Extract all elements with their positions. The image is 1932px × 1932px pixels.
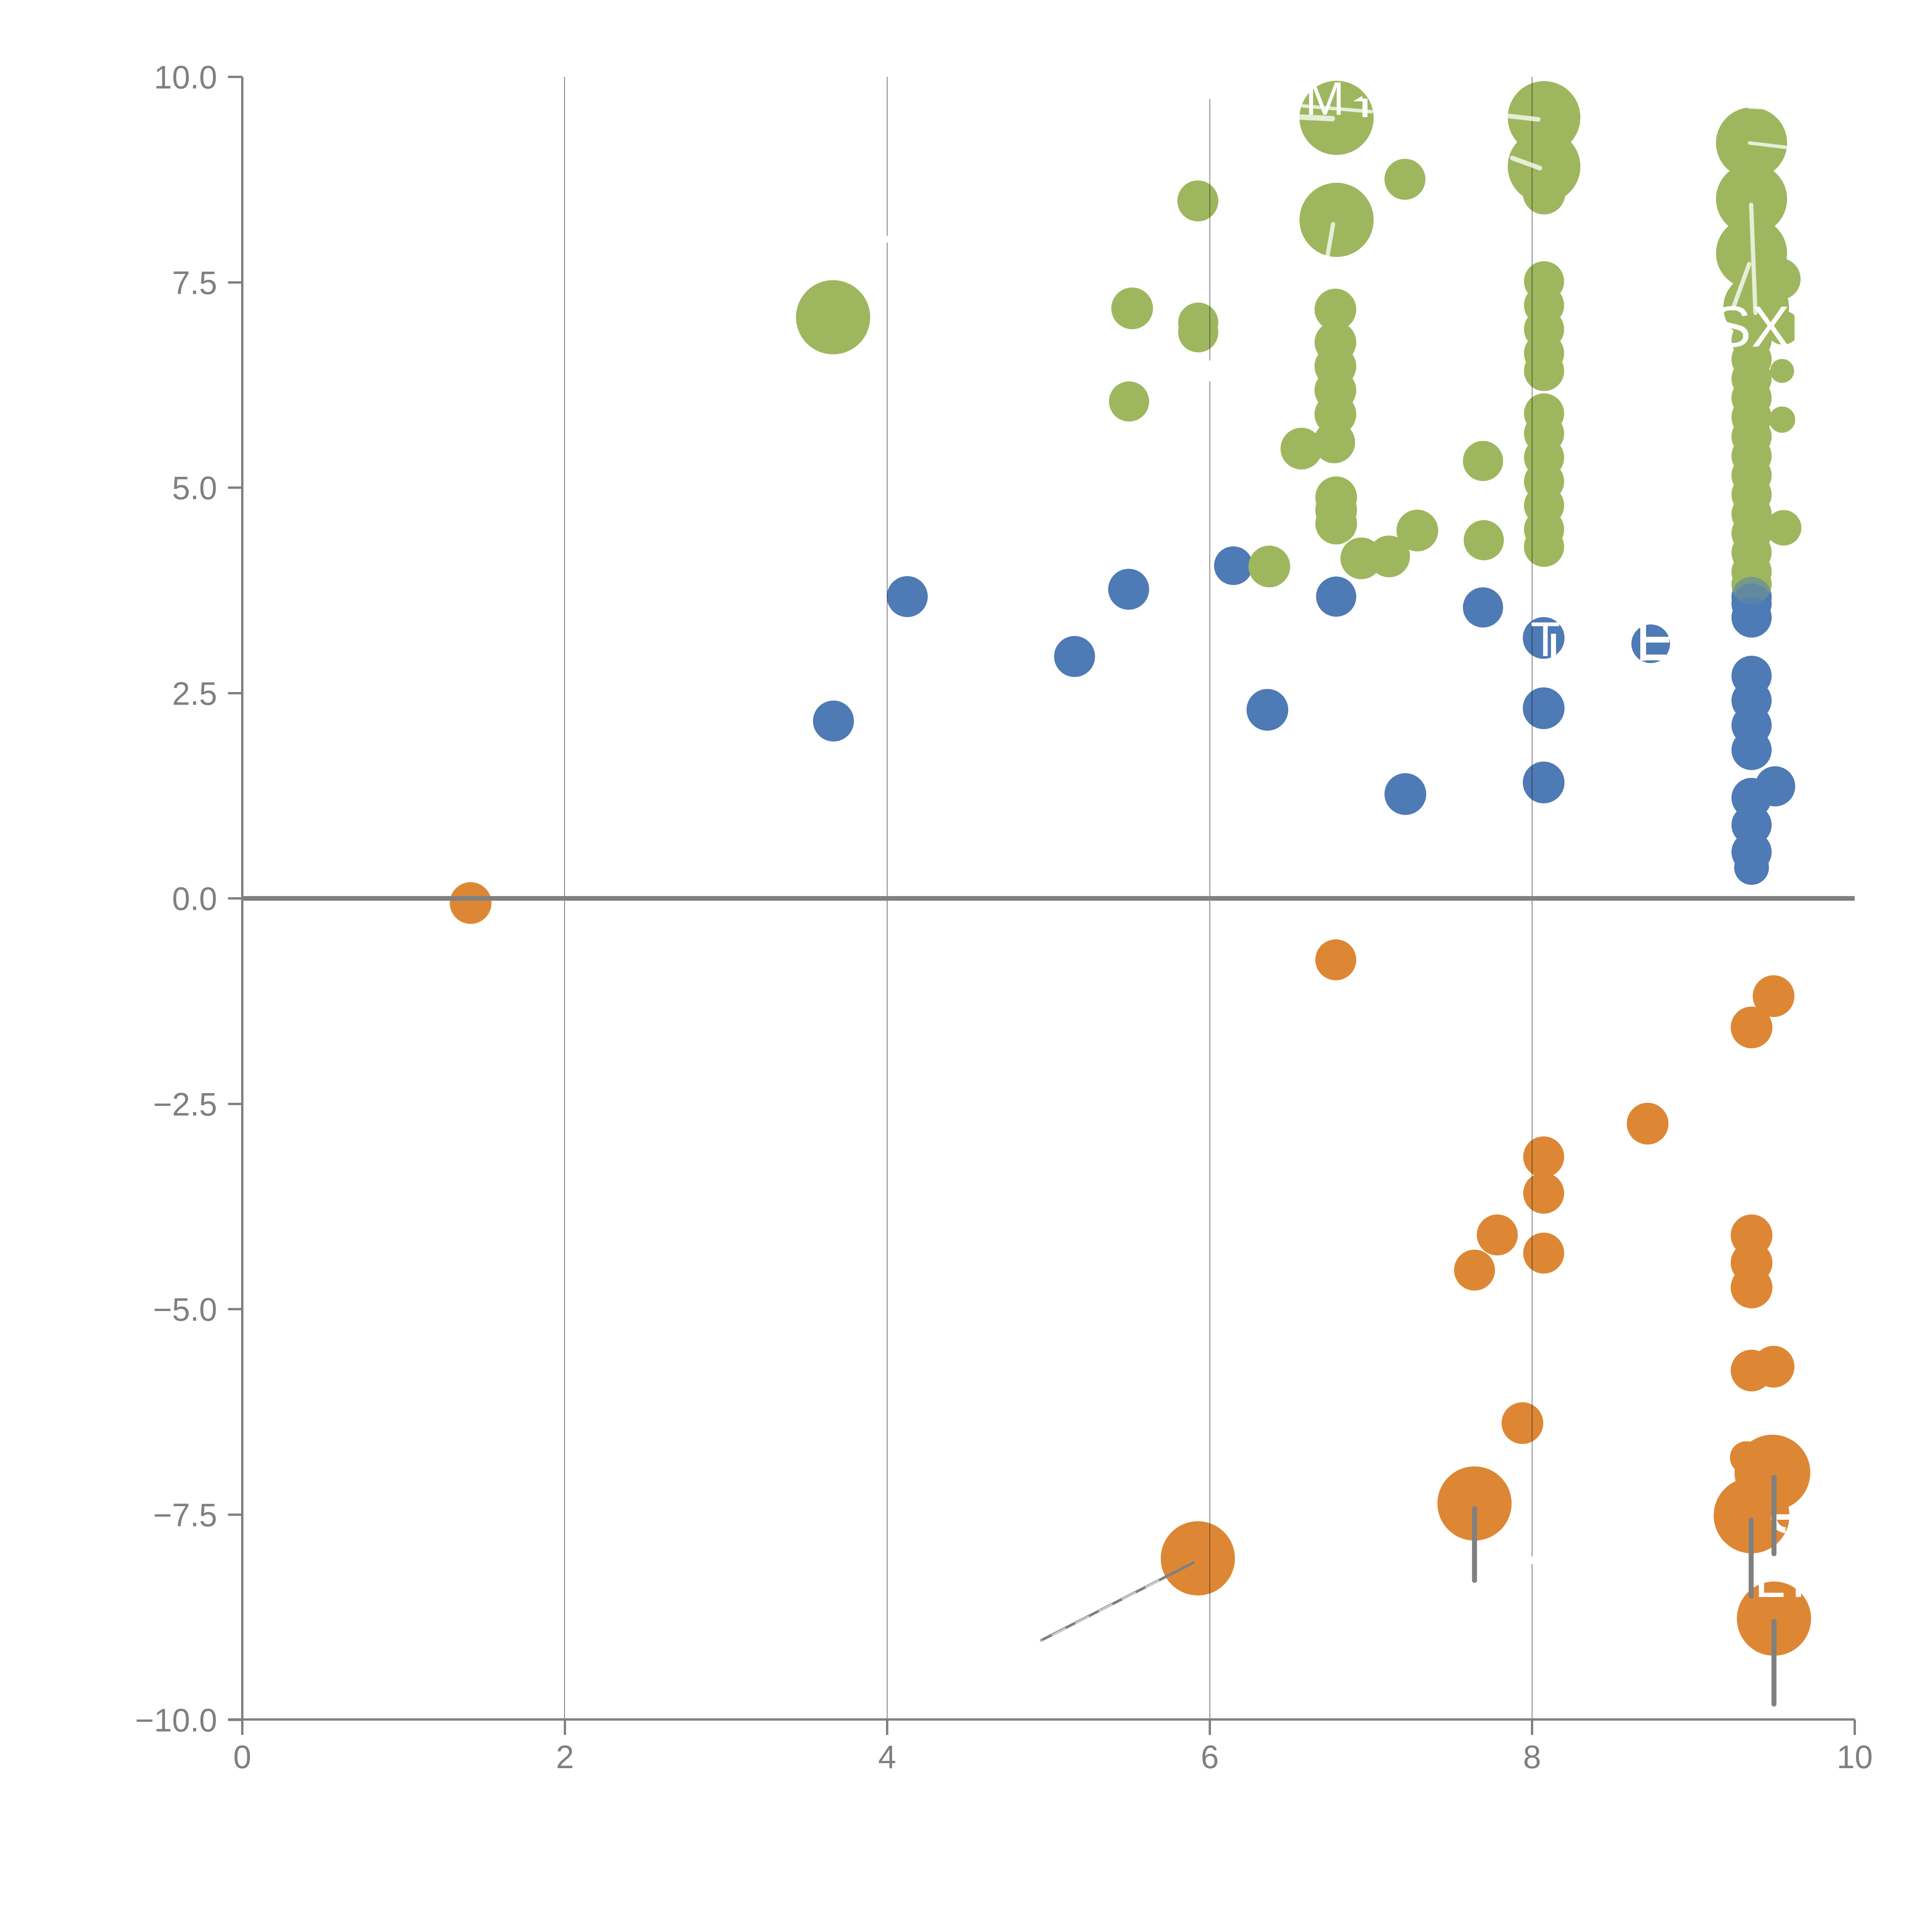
svg-text:M: M	[1305, 72, 1345, 125]
svg-text:−2.5: −2.5	[153, 1086, 217, 1122]
svg-text:10: 10	[1837, 1739, 1872, 1775]
svg-text:0.0: 0.0	[172, 881, 217, 917]
svg-text:T: T	[1531, 612, 1560, 667]
svg-text:10.0: 10.0	[154, 59, 218, 95]
svg-text:8: 8	[1523, 1739, 1541, 1775]
svg-text:2.5: 2.5	[172, 675, 217, 712]
svg-text:SXR: SXR	[1713, 294, 1832, 359]
svg-text:LT: LT	[1754, 1546, 1815, 1609]
svg-text:6: 6	[1201, 1739, 1219, 1775]
svg-text:−10.0: −10.0	[135, 1702, 217, 1738]
svg-text:−5.0: −5.0	[153, 1291, 217, 1328]
svg-text:0: 0	[233, 1739, 252, 1775]
svg-text:7.5: 7.5	[172, 265, 217, 301]
svg-text:5.0: 5.0	[172, 470, 217, 506]
svg-text:2: 2	[556, 1739, 574, 1775]
svg-text:−7.5: −7.5	[153, 1497, 217, 1533]
svg-text:4: 4	[878, 1739, 896, 1775]
